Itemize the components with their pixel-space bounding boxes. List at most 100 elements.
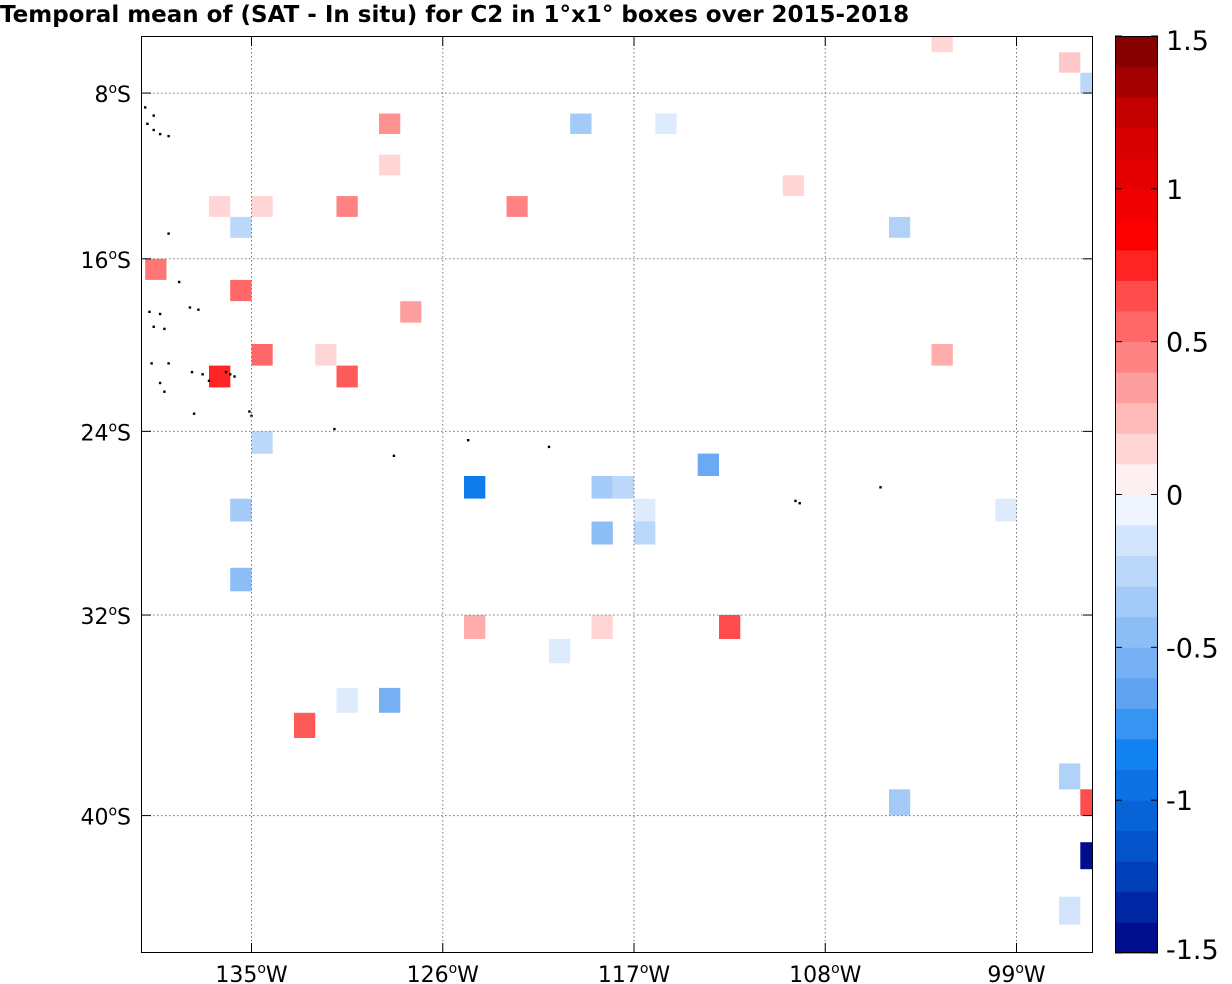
y-tick-label: 16oS [80, 247, 131, 274]
island-mark [547, 445, 551, 449]
data-cell [1059, 52, 1081, 73]
data-cell [230, 567, 252, 592]
colorbar-bin [1115, 372, 1158, 404]
data-cell [1080, 72, 1093, 94]
colorbar-bin [1115, 555, 1158, 587]
y-tick-label: 8oS [94, 81, 131, 108]
data-cell [464, 615, 486, 639]
island-mark [167, 134, 170, 138]
data-cell [591, 476, 613, 499]
data-cell [697, 453, 719, 476]
x-tick-label: 108oW [789, 961, 862, 984]
island-mark [178, 280, 181, 284]
colorbar-bin [1115, 586, 1158, 618]
colorbar-bin [1115, 800, 1158, 832]
colorbar: 1.5 1 0.5 0 -0.5 -1 -1.5 [1115, 26, 1219, 966]
data-cell [1059, 763, 1081, 790]
island-mark [798, 502, 801, 505]
data-cell [230, 498, 252, 522]
colorbar-bin [1115, 402, 1158, 434]
data-cell [612, 476, 635, 499]
island-mark [392, 454, 396, 457]
island-mark [207, 379, 211, 382]
island-mark [163, 390, 166, 393]
island-mark [148, 310, 151, 313]
island-mark [152, 114, 155, 117]
data-cell [379, 687, 401, 713]
island-mark [167, 232, 170, 235]
island-mark [192, 412, 196, 415]
data-cell [655, 113, 677, 134]
data-cell [634, 498, 656, 522]
island-mark [794, 499, 797, 503]
data-cell [634, 521, 656, 545]
data-cell [591, 615, 613, 639]
island-mark [144, 106, 147, 109]
plot-frame [141, 36, 1093, 953]
island-mark [158, 312, 162, 316]
colorbar-bin [1115, 188, 1158, 220]
data-cell [549, 639, 571, 664]
data-cell [294, 712, 316, 738]
data-cell [782, 175, 805, 196]
y-tick-label: 32oS [80, 603, 131, 630]
colorbar-bin [1115, 433, 1158, 465]
island-mark [224, 370, 228, 374]
data-cell [719, 615, 741, 639]
island-mark [197, 308, 200, 311]
colorbar-bin [1115, 127, 1158, 159]
chart-title: Temporal mean of (SAT - In situ) for C2 … [0, 2, 910, 28]
x-tick-label: 99oW [987, 961, 1046, 984]
island-mark [201, 373, 204, 376]
data-cell [336, 196, 358, 217]
colorbar-bin [1115, 311, 1158, 343]
island-mark [152, 128, 155, 132]
axis-labels: 135oW 126oW 117oW 108oW 99oW 8oS 16oS 24oS 32oS 4… [80, 81, 1045, 984]
colorbar-bin [1115, 647, 1158, 679]
colorbar-tick-label: 1 [1166, 175, 1183, 206]
island-mark [158, 132, 162, 136]
plot-area: 135oW 126oW 117oW 108oW 99oW 8oS 16oS 24oS 32oS 4… [80, 36, 1093, 984]
colorbar-bin [1115, 708, 1158, 740]
x-tick-label: 135oW [215, 961, 288, 984]
data-cell [251, 344, 273, 366]
colorbar-bin [1115, 677, 1158, 709]
y-tick-label: 24oS [80, 419, 131, 446]
data-cell [209, 365, 231, 388]
data-cell [931, 36, 953, 53]
colorbar-bin [1115, 525, 1158, 557]
data-cell [931, 344, 953, 366]
data-cell [1059, 896, 1081, 925]
data-cell [230, 216, 252, 238]
data-cell [1080, 789, 1093, 816]
data-cell [464, 476, 486, 499]
grid-lines [141, 36, 1093, 953]
colorbar-bin [1115, 158, 1158, 190]
island-mark [167, 362, 170, 365]
data-cell [209, 196, 231, 217]
data-cell [506, 196, 528, 217]
data-cell [400, 301, 422, 323]
colorbar-tick-label: -1.5 [1166, 935, 1219, 966]
data-cell [889, 216, 911, 238]
x-tick-label: 126oW [407, 961, 480, 984]
data-cell [336, 365, 358, 388]
island-mark [158, 381, 162, 385]
island-mark [248, 410, 251, 413]
colorbar-tick-label: -0.5 [1166, 633, 1219, 664]
colorbar-bin [1115, 739, 1158, 770]
colorbar-bin [1115, 830, 1158, 862]
colorbar-tick-label: 1.5 [1166, 26, 1209, 57]
y-tick-label: 40oS [80, 804, 131, 831]
data-cell [1080, 842, 1093, 870]
colorbar-bin [1115, 616, 1158, 648]
island-mark [250, 414, 253, 418]
data-cells [145, 36, 1093, 925]
colorbar-bin [1115, 861, 1158, 893]
data-cell [570, 113, 592, 134]
data-cell [145, 258, 167, 280]
colorbar-bin [1115, 66, 1158, 98]
island-mark [467, 439, 470, 442]
colorbar-tick-label: 0 [1166, 481, 1183, 512]
x-tick-label: 117oW [598, 961, 671, 984]
